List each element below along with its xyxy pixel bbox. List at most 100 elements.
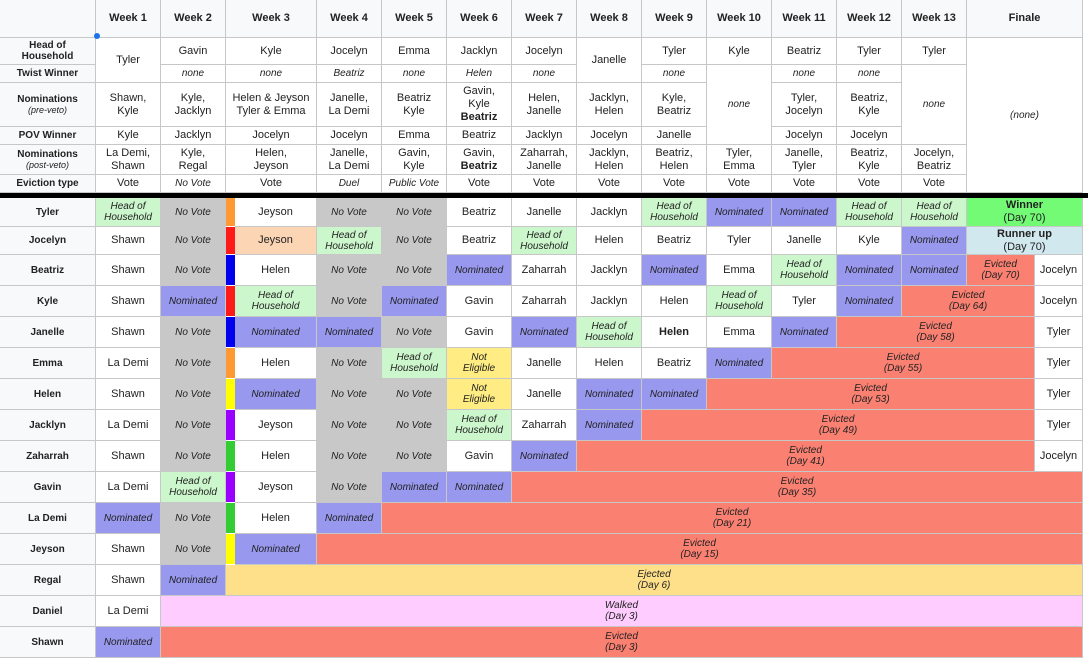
- nom-post-week-4[interactable]: Janelle, La Demi: [317, 145, 382, 175]
- vote-regal-week-1[interactable]: Shawn: [96, 565, 161, 596]
- vote-jocelyn-week-2[interactable]: No Vote: [161, 227, 226, 255]
- twist-week-7[interactable]: none: [512, 65, 577, 83]
- row-label-nom-post[interactable]: Nominations (post-veto): [0, 145, 96, 175]
- vote-emma-week-9[interactable]: Beatriz: [642, 348, 707, 379]
- nom-post-week-11[interactable]: Janelle, Tyler: [772, 145, 837, 175]
- col-header-week-6[interactable]: Week 6: [447, 0, 512, 38]
- banner-jeyson[interactable]: Evicted (Day 15): [317, 534, 1083, 565]
- vote-beatriz-week-7[interactable]: Zaharrah: [512, 255, 577, 286]
- vote-kyle-week-11[interactable]: Tyler: [772, 286, 837, 317]
- pov-week-1[interactable]: Kyle: [96, 127, 161, 145]
- hoh-week-13[interactable]: Tyler: [902, 38, 967, 65]
- vote-gavin-week-6[interactable]: Nominated: [447, 472, 512, 503]
- nom-post-week-1[interactable]: La Demi, Shawn: [96, 145, 161, 175]
- vote-jocelyn-week-10[interactable]: Tyler: [707, 227, 772, 255]
- eviction-week-11[interactable]: Vote: [772, 175, 837, 193]
- vote-beatriz-week-2[interactable]: No Vote: [161, 255, 226, 286]
- vote-jeyson-week-1[interactable]: Shawn: [96, 534, 161, 565]
- vote-emma-week-7[interactable]: Janelle: [512, 348, 577, 379]
- hoh-week-7[interactable]: Jocelyn: [512, 38, 577, 65]
- corner-cell[interactable]: [0, 0, 96, 38]
- nom-pre-week-13[interactable]: none: [902, 65, 967, 145]
- selection-handle[interactable]: [94, 33, 100, 39]
- vote-janelle-week-9[interactable]: Helen: [642, 317, 707, 348]
- vote-kyle-week-1[interactable]: Shawn: [96, 286, 161, 317]
- player-name-regal[interactable]: Regal: [0, 565, 96, 596]
- player-name-daniel[interactable]: Daniel: [0, 596, 96, 627]
- vote-jacklyn-week-5[interactable]: No Vote: [382, 410, 447, 441]
- twist-week-11[interactable]: none: [772, 65, 837, 83]
- vote-tyler-week-13[interactable]: Head of Household: [902, 198, 967, 227]
- nom-pre-week-11[interactable]: Tyler, Jocelyn: [772, 83, 837, 127]
- banner-lademi[interactable]: Evicted (Day 21): [382, 503, 1083, 534]
- vote-emma-week-5[interactable]: Head of Household: [382, 348, 447, 379]
- vote-beatriz-week-13[interactable]: Nominated: [902, 255, 967, 286]
- vote-tyler-week-4[interactable]: No Vote: [317, 198, 382, 227]
- twist-week-3[interactable]: none: [226, 65, 317, 83]
- vote-jocelyn-week-8[interactable]: Helen: [577, 227, 642, 255]
- pov-week-3[interactable]: Jocelyn: [226, 127, 317, 145]
- vote-kyle-week-5[interactable]: Nominated: [382, 286, 447, 317]
- row-label-twist[interactable]: Twist Winner: [0, 65, 96, 83]
- vote-janelle-week-5[interactable]: No Vote: [382, 317, 447, 348]
- vote-zaharrah-week-6[interactable]: Gavin: [447, 441, 512, 472]
- vote-beatriz-week-10[interactable]: Emma: [707, 255, 772, 286]
- nom-pre-week-1[interactable]: Shawn, Kyle: [96, 83, 161, 127]
- vote-tyler-week-9[interactable]: Head of Household: [642, 198, 707, 227]
- vote-emma-week-2[interactable]: No Vote: [161, 348, 226, 379]
- player-name-lademi[interactable]: La Demi: [0, 503, 96, 534]
- col-header-week-4[interactable]: Week 4: [317, 0, 382, 38]
- finale-vote-beatriz[interactable]: Jocelyn: [1035, 255, 1083, 286]
- vote-lademi-week-1[interactable]: Nominated: [96, 503, 161, 534]
- eviction-week-2[interactable]: No Vote: [161, 175, 226, 193]
- nom-pre-week-3[interactable]: Helen & Jeyson Tyler & Emma: [226, 83, 317, 127]
- row-label-pov[interactable]: POV Winner: [0, 127, 96, 145]
- col-header-week-10[interactable]: Week 10: [707, 0, 772, 38]
- vote-jocelyn-week-12[interactable]: Kyle: [837, 227, 902, 255]
- vote-emma-week-8[interactable]: Helen: [577, 348, 642, 379]
- twist-week-6[interactable]: Helen: [447, 65, 512, 83]
- col-header-week-11[interactable]: Week 11: [772, 0, 837, 38]
- vote-kyle-week-8[interactable]: Jacklyn: [577, 286, 642, 317]
- vote-gavin-week-1[interactable]: La Demi: [96, 472, 161, 503]
- vote-jocelyn-week-7[interactable]: Head of Household: [512, 227, 577, 255]
- vote-emma-week-10[interactable]: Nominated: [707, 348, 772, 379]
- nom-pre-week-5[interactable]: Beatriz Kyle: [382, 83, 447, 127]
- banner-helen[interactable]: Evicted (Day 53): [707, 379, 1035, 410]
- nom-pre-week-12[interactable]: Beatriz, Kyle: [837, 83, 902, 127]
- banner-shawn[interactable]: Evicted (Day 3): [161, 627, 1083, 658]
- banner-emma[interactable]: Evicted (Day 55): [772, 348, 1035, 379]
- vote-kyle-week-2[interactable]: Nominated: [161, 286, 226, 317]
- eviction-week-3[interactable]: Vote: [226, 175, 317, 193]
- vote-zaharrah-week-4[interactable]: No Vote: [317, 441, 382, 472]
- nom-pre-week-10[interactable]: none: [707, 65, 772, 145]
- hoh-week-3[interactable]: Kyle: [226, 38, 317, 65]
- vote-gavin-week-3[interactable]: Jeyson: [235, 472, 317, 503]
- vote-jocelyn-week-1[interactable]: Shawn: [96, 227, 161, 255]
- vote-regal-week-2[interactable]: Nominated: [161, 565, 226, 596]
- finale-result-tyler[interactable]: Winner (Day 70): [967, 198, 1083, 227]
- vote-zaharrah-week-5[interactable]: No Vote: [382, 441, 447, 472]
- eviction-week-12[interactable]: Vote: [837, 175, 902, 193]
- nom-post-week-2[interactable]: Kyle, Regal: [161, 145, 226, 175]
- eviction-week-9[interactable]: Vote: [642, 175, 707, 193]
- vote-kyle-week-6[interactable]: Gavin: [447, 286, 512, 317]
- hoh-week-1[interactable]: Tyler: [96, 38, 161, 83]
- vote-emma-week-4[interactable]: No Vote: [317, 348, 382, 379]
- col-header-week-8[interactable]: Week 8: [577, 0, 642, 38]
- player-name-jocelyn[interactable]: Jocelyn: [0, 227, 96, 255]
- vote-jacklyn-week-4[interactable]: No Vote: [317, 410, 382, 441]
- vote-janelle-week-2[interactable]: No Vote: [161, 317, 226, 348]
- hoh-week-11[interactable]: Beatriz: [772, 38, 837, 65]
- hoh-week-12[interactable]: Tyler: [837, 38, 902, 65]
- nom-post-week-8[interactable]: Jacklyn, Helen: [577, 145, 642, 175]
- vote-daniel-week-1[interactable]: La Demi: [96, 596, 161, 627]
- vote-helen-week-9[interactable]: Nominated: [642, 379, 707, 410]
- pov-week-8[interactable]: Jocelyn: [577, 127, 642, 145]
- player-name-jeyson[interactable]: Jeyson: [0, 534, 96, 565]
- finale-vote-kyle[interactable]: Jocelyn: [1035, 286, 1083, 317]
- eviction-week-8[interactable]: Vote: [577, 175, 642, 193]
- eviction-week-4[interactable]: Duel: [317, 175, 382, 193]
- vote-kyle-week-7[interactable]: Zaharrah: [512, 286, 577, 317]
